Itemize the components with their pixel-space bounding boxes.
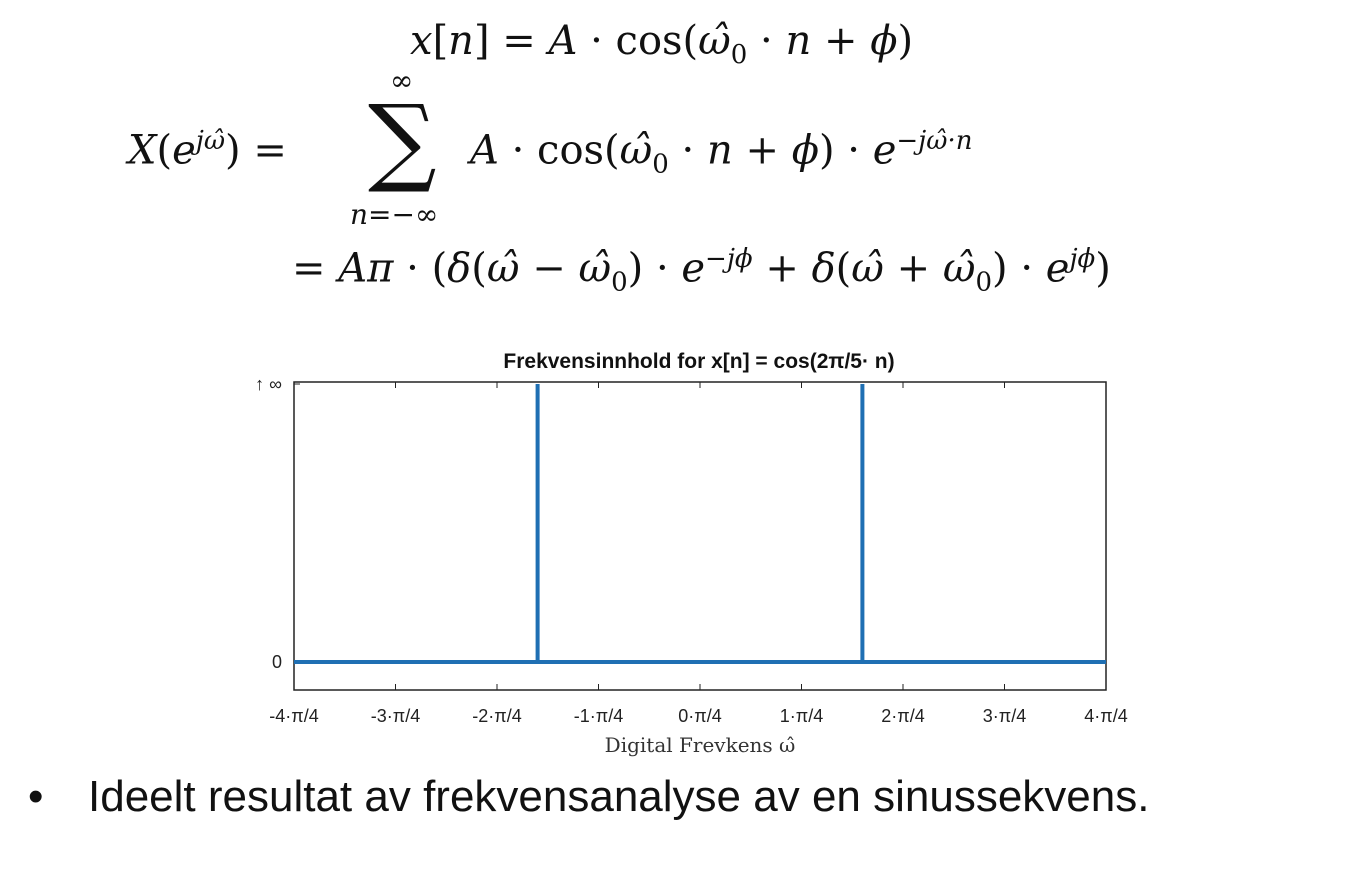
bullet-symbol: •	[28, 772, 44, 821]
result-equation: = Aπ · (δ(ω̂ − ω̂0) · e−jϕ + δ(ω̂ + ω̂0)…	[292, 244, 1111, 298]
dtft-lhs: X(ejω̂) =	[128, 126, 287, 174]
y-tick-label: 0	[272, 652, 282, 672]
x-tick-label: 3·π/4	[983, 706, 1026, 726]
x-tick-label: -2·π/4	[472, 706, 521, 726]
x-tick-label: 2·π/4	[881, 706, 924, 726]
x-tick-label: -1·π/4	[574, 706, 623, 726]
bullet-item: • Ideelt resultat av frekvensanalyse av e…	[28, 772, 1149, 822]
frequency-chart: Frekvensinnhold for x[n] = cos(2π/5· n) …	[255, 350, 1128, 757]
tick-group	[293, 382, 1107, 690]
sum-upper-limit: ∞	[390, 64, 414, 97]
bullet-text: Ideelt resultat av frekvensanalyse av en…	[88, 772, 1150, 821]
x-tick-label: 1·π/4	[780, 706, 823, 726]
dtft-term: A · cos(ω̂0 · n + ϕ) · e−jω̂·n	[470, 126, 973, 180]
x-tick-label: -4·π/4	[269, 706, 318, 726]
signal-equation: x[n] = A · cos(ω̂0 · n + ϕ)	[410, 18, 914, 70]
x-tick-label: 0·π/4	[678, 706, 721, 726]
summation-symbol: ∑	[368, 84, 437, 196]
y-tick-label-group: 0 ↑ ∞	[255, 374, 282, 672]
plot-area	[293, 381, 1107, 691]
x-tick-label: -3·π/4	[371, 706, 420, 726]
chart-title: Frekvensinnhold for x[n] = cos(2π/5· n)	[503, 350, 894, 373]
x-axis-label: Digital Frevkens ω̂	[605, 733, 796, 757]
x-tick-label: 4·π/4	[1084, 706, 1127, 726]
x-tick-label-group: -4·π/4 -3·π/4 -2·π/4 -1·π/4 0·π/4 1·π/4 2·π/4 3…	[269, 706, 1127, 726]
series-line	[294, 384, 1106, 664]
sum-lower-limit: n=−∞	[350, 198, 439, 231]
y-tick-label: ↑ ∞	[255, 374, 282, 394]
